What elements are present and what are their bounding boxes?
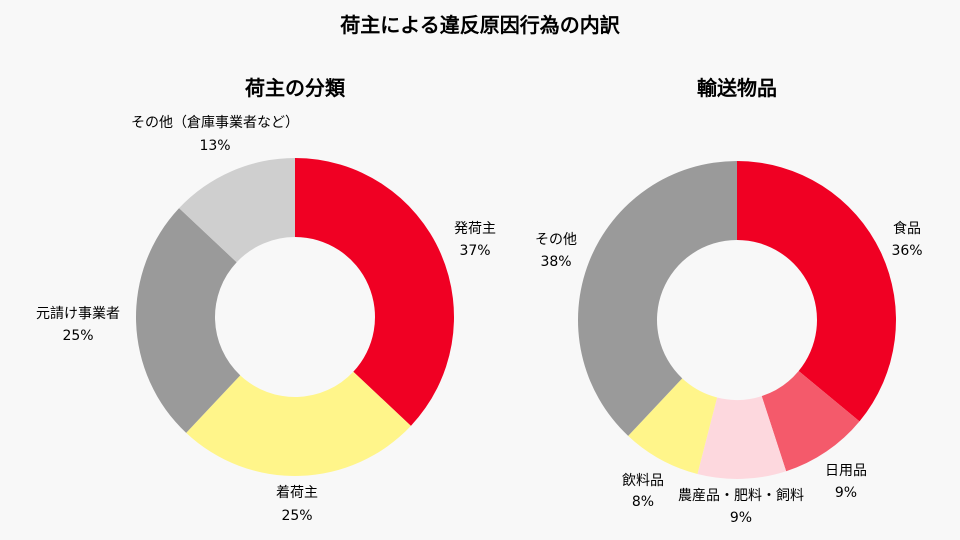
donut-slice-3 <box>628 378 718 475</box>
donut-slice-1 <box>761 370 860 472</box>
slice-label: 元請け事業者 <box>36 306 120 322</box>
slice-value-label: 9% <box>730 510 752 526</box>
slice-label: その他（倉庫事業者など） <box>131 114 299 131</box>
slice-label: 発荷主 <box>454 221 496 237</box>
slice-label: 食品 <box>893 220 921 237</box>
chart-title: 荷主の分類 <box>245 76 346 100</box>
chart-title: 輸送物品 <box>697 76 777 100</box>
donut-slice-0 <box>737 161 896 422</box>
slice-value-label: 36% <box>891 243 922 259</box>
slice-value-label: 8% <box>632 494 654 510</box>
main-title: 荷主による違反原因行為の内訳 <box>340 13 620 37</box>
slice-value-label: 25% <box>62 328 93 344</box>
slice-value-label: 25% <box>281 508 312 524</box>
slice-value-label: 38% <box>540 254 571 270</box>
donut-slice-0 <box>295 158 454 426</box>
donut-slice-4 <box>578 161 737 436</box>
donut-slice-1 <box>186 371 411 476</box>
slice-label: 着荷主 <box>276 485 318 501</box>
slice-label: その他 <box>535 232 577 248</box>
donut-slice-2 <box>136 208 241 433</box>
slice-label: 農産品・肥料・飼料 <box>678 488 804 504</box>
slice-label: 日用品 <box>825 463 867 479</box>
donut-slice-2 <box>697 396 787 479</box>
slice-label: 飲料品 <box>622 473 664 489</box>
slice-value-label: 9% <box>835 485 857 501</box>
slice-value-label: 37% <box>459 243 490 259</box>
donut-slice-3 <box>179 158 295 263</box>
slice-value-label: 13% <box>199 138 230 154</box>
